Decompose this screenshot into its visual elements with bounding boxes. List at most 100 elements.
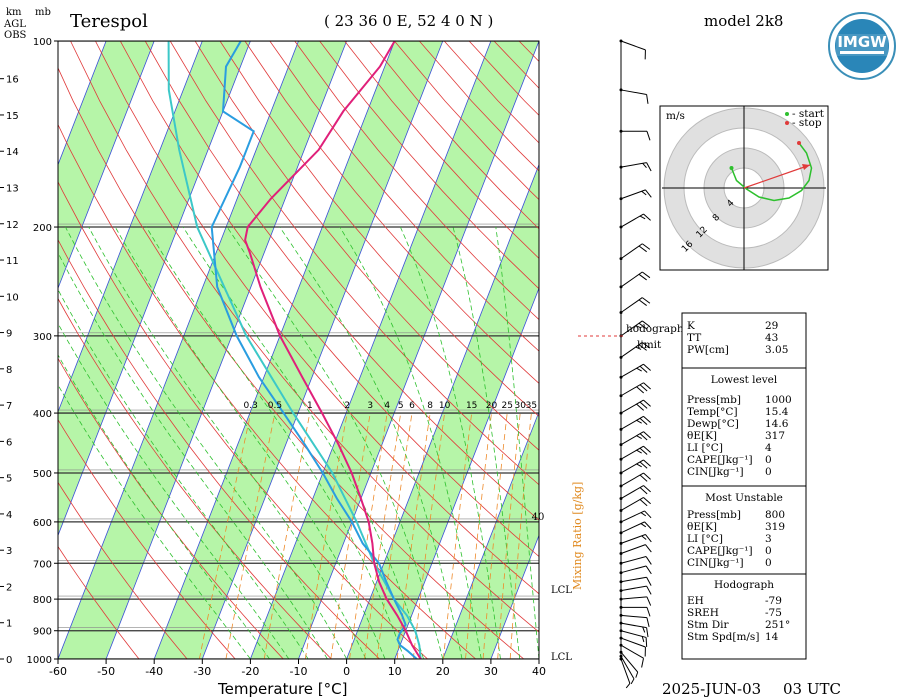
wind-barb	[619, 521, 652, 535]
info-row-value: 4	[765, 442, 772, 454]
info-row-value: 3.05	[765, 344, 788, 356]
wind-barb-dot	[619, 39, 623, 43]
wind-barb	[619, 88, 649, 104]
wind-barb	[619, 472, 651, 488]
hodograph-stop-marker	[785, 121, 789, 125]
wind-barb-dot	[619, 484, 623, 488]
wind-barb-flag	[643, 459, 651, 467]
wind-barb-dot	[619, 411, 623, 415]
pressure-tick-label: 500	[33, 469, 52, 480]
x-tick-label: -30	[193, 665, 211, 678]
wind-barb-flag	[642, 342, 651, 349]
mixing-ratio-label: 4	[384, 401, 390, 411]
isotherm-line	[394, 287, 539, 659]
wind-barb-shaft	[620, 497, 644, 511]
hodograph-limit-label-1: hodograph	[626, 323, 684, 335]
wind-barb-shaft	[620, 162, 647, 168]
x-tick-label: -50	[97, 665, 115, 678]
isotherm-line	[298, 41, 539, 659]
info-row-value: 0	[765, 557, 772, 569]
wind-barb-dot	[619, 225, 623, 229]
wind-barb	[619, 585, 652, 595]
wind-barb	[619, 382, 651, 398]
wind-barb-flag	[643, 382, 651, 390]
wind-barb-flag	[645, 544, 652, 553]
dry-adiabat	[194, 41, 539, 451]
wind-barb-flag	[636, 435, 642, 439]
wind-barb	[619, 213, 651, 229]
wind-barb-shaft	[620, 89, 647, 95]
wind-barb	[619, 576, 652, 586]
wind-barb-flag	[643, 485, 651, 493]
obs-axis-label: OBS	[4, 30, 27, 41]
wind-barb-dot	[619, 497, 623, 501]
mixing-ratio-label: 8	[427, 401, 433, 411]
wind-barb-flag	[636, 367, 642, 372]
wind-barb-shaft	[620, 644, 644, 659]
wind-barb-flag	[641, 190, 647, 196]
wind-barb-flag	[639, 384, 648, 392]
km-tick-label: 14	[6, 147, 19, 158]
wind-barb	[619, 650, 639, 678]
isotherm-line	[58, 41, 155, 290]
km-tick-label: 7	[6, 401, 12, 412]
isotherm-line	[346, 163, 539, 659]
pressure-tick-label: 700	[33, 559, 52, 570]
wind-barb	[619, 636, 646, 657]
dry-adiabat	[58, 181, 428, 659]
wind-barb-dot	[619, 552, 623, 556]
wind-barb-dot	[619, 311, 623, 315]
wind-barb-dot	[619, 636, 623, 640]
mixing-ratio-label: 1	[307, 401, 313, 411]
km-tick-label: 4	[6, 510, 12, 521]
wind-barb-dot	[619, 508, 623, 512]
logo-text: IMGW	[837, 33, 887, 51]
km-tick-label: 8	[6, 365, 12, 376]
dry-adiabat	[269, 41, 539, 352]
mixing-ratio-labels: 0.3 0.5 1 2 3 4 5 6 8 10 15 20 25 30 35	[244, 401, 538, 411]
wind-barb-shaft	[620, 510, 645, 523]
wind-barb-dot	[619, 613, 623, 617]
wind-barb-shaft	[620, 585, 647, 592]
moist-adiabat	[339, 226, 482, 659]
moist-adiabat	[452, 226, 521, 659]
wind-barb	[619, 485, 651, 501]
wind-barb-flag	[641, 636, 645, 643]
imgw-logo: IMGW	[828, 12, 896, 80]
wind-barb-flag	[638, 344, 647, 351]
dry-adiabat	[58, 481, 188, 659]
moist-adiabat	[182, 226, 424, 659]
isotherm-band	[250, 41, 539, 659]
wind-barb-flag	[638, 299, 647, 306]
storm-motion-vector	[743, 164, 811, 189]
wind-barb-flag	[646, 607, 651, 617]
info-row-label: LI [°C]	[687, 533, 723, 545]
model-name: model 2k8	[704, 12, 783, 30]
wind-barb-dot	[619, 561, 623, 565]
wind-barb-flag	[640, 523, 647, 528]
wind-barb	[619, 613, 650, 627]
wind-barb-flag	[643, 363, 651, 371]
dry-adiabat	[144, 41, 539, 521]
wind-barb-flag	[646, 627, 649, 638]
mb-axis-label: mb	[35, 7, 51, 18]
x-tick-label: 0	[343, 665, 350, 678]
info-row-label: Stm Dir	[687, 619, 729, 631]
wind-barb-flag	[630, 678, 635, 685]
mixing-ratio-line	[509, 413, 532, 659]
wind-barb-dot	[619, 589, 623, 593]
wind-barb	[619, 556, 652, 565]
wind-barb-shaft	[620, 342, 643, 358]
wind-barb-shaft	[620, 382, 644, 397]
wind-barb-dot	[619, 257, 623, 261]
wind-barb	[619, 654, 635, 685]
wind-barb-shaft	[620, 544, 646, 554]
wind-barb-dot	[619, 197, 623, 201]
wind-barb-shaft	[620, 40, 646, 51]
info-row-value: 15.4	[765, 406, 789, 418]
pressure-tick-label: 600	[33, 518, 52, 529]
wind-barb-shaft	[620, 651, 639, 673]
wind-barb-flag	[639, 499, 648, 507]
wind-barb-dot	[619, 629, 623, 633]
wind-barb	[619, 271, 651, 289]
